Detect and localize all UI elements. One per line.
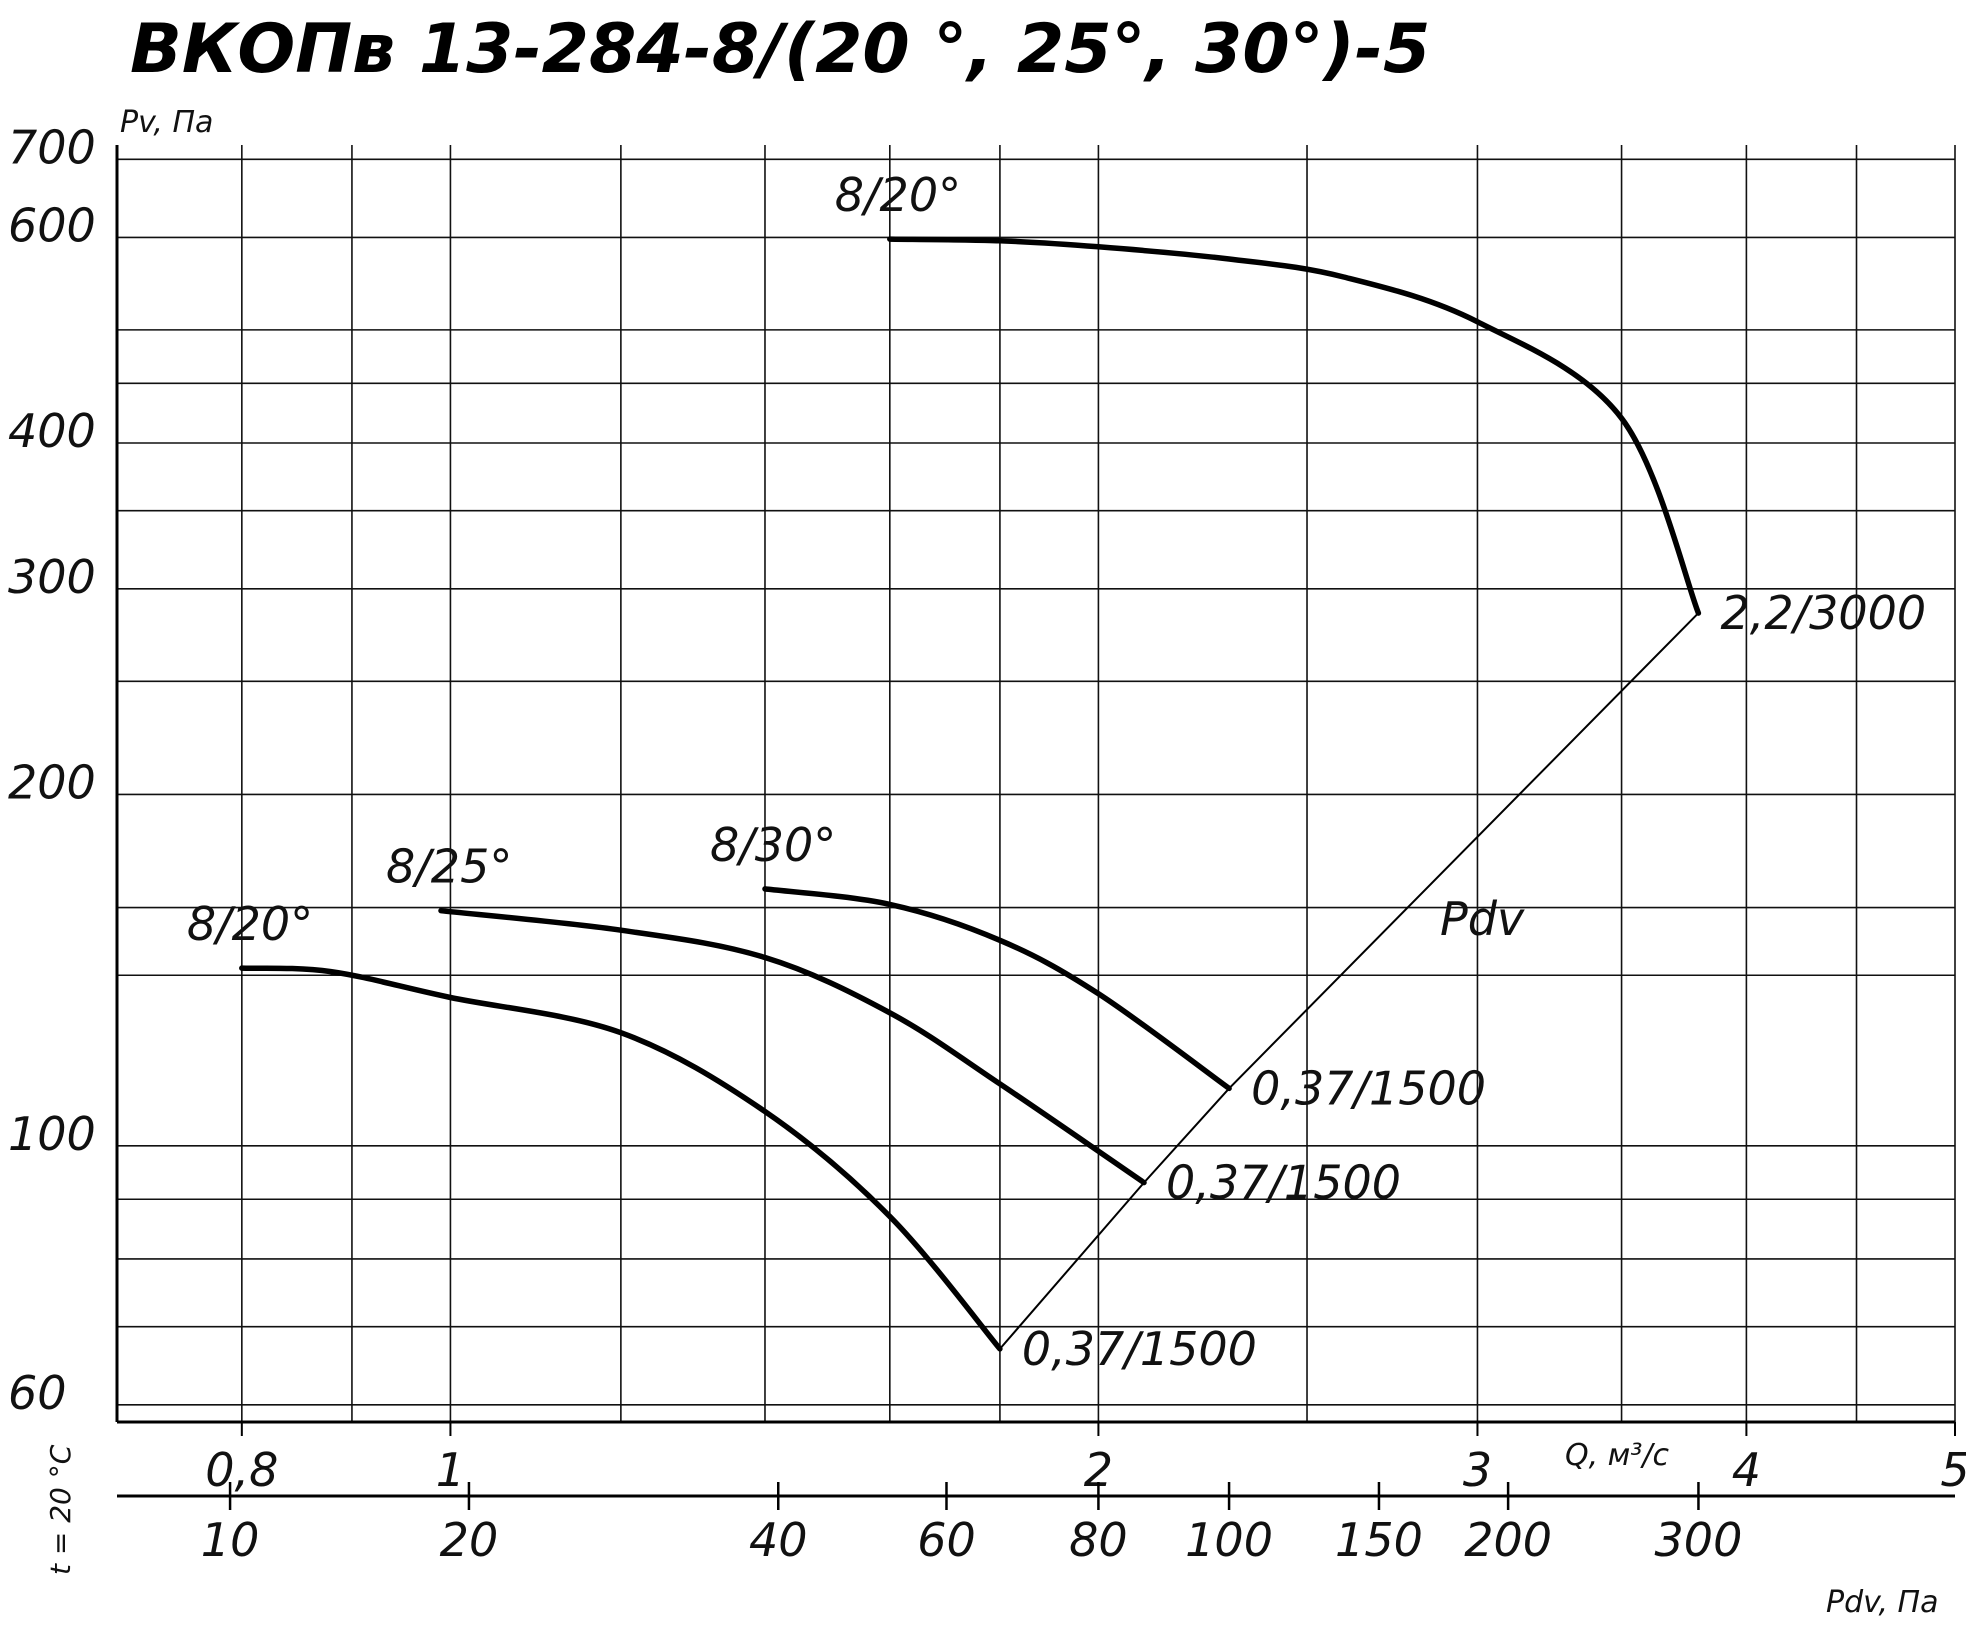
chart-title: ВКОПв 13-284-8/(20 °, 25°, 30°)-5: [130, 10, 1430, 89]
series-end-label: 2,2/3000: [1720, 586, 1926, 640]
pdv-tick-label: 200: [1464, 1513, 1552, 1567]
series-end-label: 0,37/1500: [1251, 1061, 1486, 1115]
x-tick-label: 1: [436, 1443, 465, 1497]
series-curve: [887, 236, 1702, 616]
pdv-tick-label: 100: [1185, 1513, 1273, 1567]
pdv-tick-label: 80: [1069, 1513, 1128, 1567]
pdv-tick-label: 10: [201, 1513, 260, 1567]
series-name-label: 8/20°: [187, 897, 313, 951]
series-curve: [762, 886, 1232, 1092]
series-curve: [438, 907, 1147, 1186]
x-tick-label: 5: [1940, 1443, 1966, 1497]
series-name-label: 8/25°: [386, 840, 512, 894]
y-axis-label: Pv, Па: [120, 105, 213, 140]
y-tick-label: 100: [8, 1107, 96, 1161]
series-name-label: 8/30°: [710, 818, 836, 872]
temperature-label: t = 20 °C: [44, 1444, 77, 1575]
pdv-tick-label: 60: [917, 1513, 976, 1567]
pdv-tick-label: 20: [440, 1513, 499, 1567]
pdv-line-label: Pdv: [1440, 892, 1525, 946]
y-tick-label: 600: [8, 198, 96, 252]
pdv-tick-label: 150: [1335, 1513, 1423, 1567]
x-tick-label: 4: [1732, 1443, 1761, 1497]
x-tick-label: 0,8: [205, 1443, 278, 1497]
x-axis-label: Q, м³/с: [1565, 1438, 1669, 1473]
y-tick-label: 400: [8, 404, 96, 458]
y-tick-label: 300: [8, 550, 96, 604]
series-curve: [239, 965, 1003, 1352]
series-name-label: 8/20°: [835, 168, 961, 222]
pdv-line: [999, 612, 1700, 1350]
y-tick-label: 200: [8, 755, 96, 809]
y-tick-label: 60: [8, 1366, 67, 1420]
x-tick-label: 3: [1463, 1443, 1492, 1497]
pdv-axis-label: Pdv, Па: [1826, 1585, 1938, 1620]
pdv-tick-label: 300: [1655, 1513, 1743, 1567]
series-end-label: 0,37/1500: [1166, 1156, 1401, 1210]
y-tick-label: 700: [8, 120, 96, 174]
pdv-tick-label: 40: [749, 1513, 808, 1567]
series-end-label: 0,37/1500: [1022, 1322, 1257, 1376]
